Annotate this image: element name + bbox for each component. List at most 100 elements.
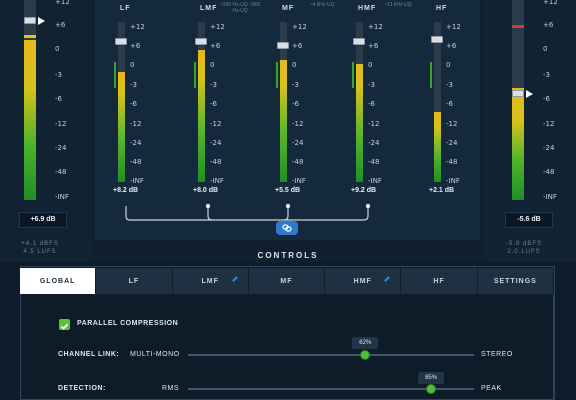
band-meter: [356, 22, 363, 182]
output-readout: -5.6 dB: [505, 212, 553, 228]
channel-link-max-label: STEREO: [481, 351, 513, 358]
tab-hmf-label: HMF: [353, 277, 372, 285]
channel-link-knob[interactable]: [360, 350, 371, 360]
tab-settings[interactable]: SETTINGS: [477, 268, 554, 294]
band-meter-level: [356, 64, 363, 182]
input-lufs: +4.1 dBFS 4.5 LUFS: [8, 240, 72, 256]
output-lufs: -5.8 dBFS 2.0 LUFS: [488, 240, 560, 256]
band-tick: 0: [292, 61, 297, 69]
band-tick: -24: [210, 139, 222, 147]
output-tick: -48: [543, 168, 555, 176]
band-tick: +6: [368, 42, 379, 50]
band-frequency-label: ~4 kHz-UQ: [309, 2, 335, 8]
band-threshold-handle[interactable]: [195, 38, 207, 45]
input-tick: +12: [55, 0, 70, 6]
band-tick: +6: [446, 42, 457, 50]
band-tick: -3: [446, 81, 453, 89]
band-meters-panel: [94, 0, 480, 240]
band-tick: -6: [292, 100, 299, 108]
band-tick: -6: [130, 100, 137, 108]
band-meter-level: [434, 112, 441, 182]
input-dbfs-text: +4.1 dBFS: [21, 241, 59, 247]
band-tick: +6: [130, 42, 141, 50]
detection-slider[interactable]: [188, 388, 474, 390]
band-tick: -24: [446, 139, 458, 147]
output-meter: [512, 0, 524, 200]
band-link-bracket: [125, 204, 370, 221]
tab-mf[interactable]: MF: [248, 268, 326, 294]
detection-value: 85%: [418, 372, 445, 384]
band-meter-level: [198, 50, 205, 182]
band-tick: -INF: [368, 177, 382, 185]
tab-settings-label: SETTINGS: [493, 277, 537, 285]
band-tick: -12: [446, 120, 458, 128]
output-tick: +12: [543, 0, 558, 6]
band-tick: -48: [368, 158, 380, 166]
band-tick: -48: [446, 158, 458, 166]
band-tick: -INF: [446, 177, 460, 185]
band-tick: -INF: [292, 177, 306, 185]
tab-lmf-label: LMF: [201, 277, 219, 285]
channel-link-slider[interactable]: [188, 354, 474, 356]
output-tick: -12: [543, 120, 555, 128]
band-threshold-handle[interactable]: [353, 38, 365, 45]
link-button[interactable]: [276, 221, 298, 235]
band-tick: -48: [210, 158, 222, 166]
input-tick: -24: [55, 144, 67, 152]
parallel-compression-checkbox[interactable]: [59, 319, 70, 330]
band-tick: -3: [210, 81, 217, 89]
band-tick: +6: [210, 42, 221, 50]
controls-title: CONTROLS: [257, 251, 319, 260]
band-tick: +12: [210, 23, 225, 31]
output-tick: 0: [543, 45, 548, 53]
detection-max-label: PEAK: [481, 385, 502, 392]
tab-hmf[interactable]: HMF: [325, 268, 402, 294]
input-peak-hold: [24, 35, 36, 38]
band-tick: -3: [130, 81, 137, 89]
band-tick: -6: [368, 100, 375, 108]
tab-global[interactable]: GLOBAL: [20, 268, 97, 294]
band-tick: -24: [130, 139, 142, 147]
tab-lmf[interactable]: LMF: [172, 268, 249, 294]
band-tick: 0: [210, 61, 215, 69]
input-gain-handle[interactable]: [24, 17, 36, 24]
band-gain-readout: +8.2 dB: [113, 187, 139, 194]
output-lufs-text: 2.0 LUFS: [507, 249, 541, 255]
band-label: MF: [282, 5, 295, 12]
band-tick: 0: [368, 61, 373, 69]
gain-reduction-bar: [276, 62, 278, 88]
band-threshold-handle[interactable]: [431, 36, 443, 43]
band-gain-readout: +8.0 dB: [193, 187, 219, 194]
channel-link-label: CHANNEL LINK:: [58, 351, 120, 358]
tab-mf-label: MF: [280, 277, 293, 285]
band-frequency-label: ~160 Hz-UQ ~800 Hz-UQ: [219, 2, 261, 14]
tab-hf[interactable]: HF: [401, 268, 478, 294]
band-threshold-handle[interactable]: [115, 38, 127, 45]
tab-lf-label: LF: [128, 277, 140, 285]
band-tick: +12: [368, 23, 383, 31]
channel-link-value: 62%: [352, 337, 379, 349]
output-tick: +6: [543, 21, 554, 29]
band-tick: -12: [368, 120, 380, 128]
band-tick: 0: [446, 61, 451, 69]
band-tick: -24: [368, 139, 380, 147]
checkmark-icon: [60, 323, 69, 330]
band-tick: +6: [292, 42, 303, 50]
output-tick: -INF: [543, 193, 557, 201]
output-tick: -24: [543, 144, 555, 152]
input-tick: +6: [55, 21, 66, 29]
band-meter: [118, 22, 125, 182]
output-meter-level: [512, 88, 524, 200]
band-meter: [198, 22, 205, 182]
band-tick: -INF: [130, 177, 144, 185]
band-tick: +12: [446, 23, 461, 31]
detection-knob[interactable]: [426, 384, 437, 394]
band-meter-level: [280, 60, 287, 182]
output-tick: -6: [543, 95, 550, 103]
output-gain-arrow-icon: [526, 90, 533, 98]
band-label: HMF: [358, 5, 377, 12]
band-tick: -12: [210, 120, 222, 128]
band-threshold-handle[interactable]: [277, 42, 289, 49]
output-gain-handle[interactable]: [512, 90, 524, 97]
tab-lf[interactable]: LF: [96, 268, 173, 294]
